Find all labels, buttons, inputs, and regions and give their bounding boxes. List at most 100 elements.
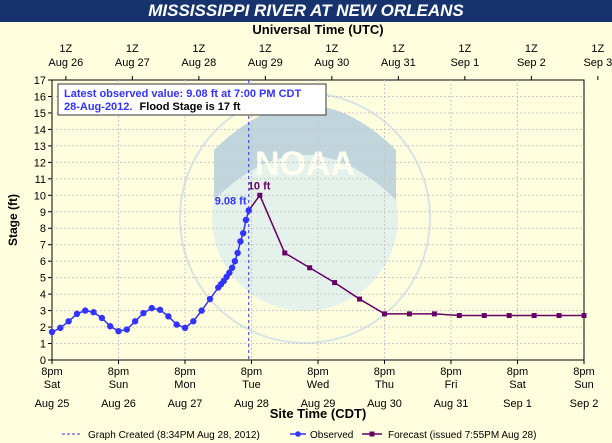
y-axis-label: Stage (ft) [6,194,20,246]
top-x-tick-time: 1Z [126,43,139,55]
top-x-tick-time: 1Z [525,43,538,55]
observed-point [237,238,244,245]
x-tick-date: Sep 1 [503,398,532,410]
top-x-tick-date: Sep 2 [517,57,546,69]
forecast-point [531,313,537,319]
watermark-text: NOAA [255,145,355,183]
forecast-point [431,311,437,317]
forecast-point [257,192,263,198]
noaa-logo-watermark: NOAA [179,92,431,344]
top-x-tick-time: 1Z [591,43,604,55]
forecast-series: 10 ft [248,180,587,319]
observed-point [173,321,180,328]
x-tick-time: 8pm [573,366,594,378]
y-tick-label: 14 [34,124,46,136]
legend-graph-created: Graph Created (8:34PM Aug 28, 2012) [88,430,260,441]
legend-observed: Observed [310,430,353,441]
top-x-tick-time: 1Z [392,43,405,55]
top-x-tick-time: 1Z [59,43,72,55]
observed-point [115,327,122,335]
top-x-tick-time: 1Z [192,43,205,55]
x-tick-time: 8pm [41,366,62,378]
observed-point [234,249,241,257]
x-tick-time: 8pm [507,366,528,378]
x-tick-date: Aug 31 [434,398,469,410]
x-tick-day: Tue [242,379,261,391]
forecast-point [282,250,288,256]
y-tick-label: 7 [40,240,46,252]
x-tick-day: Sat [44,379,61,391]
observed-latest-label: 9.08 ft [215,195,247,207]
bottom-axis-title: Site Time (CDT) [270,406,367,421]
observed-point [242,216,250,224]
y-tick-label: 4 [40,289,46,301]
top-x-tick-time: 1Z [325,43,338,55]
observed-point [198,307,205,314]
forecast-point [556,313,562,319]
x-tick-day: Fri [445,379,458,391]
y-tick-label: 0 [40,355,46,367]
top-x-tick-date: Sep 3 [583,57,612,69]
top-x-tick-date: Aug 29 [248,57,283,69]
x-tick-date: Aug 30 [367,398,402,410]
svg-text:28-Aug-2012. Flood Stage: 28-Aug-2012. Flood Stage is 17 ft [64,101,241,113]
observed-point [148,304,155,312]
info-line-1: Latest observed value: 9.08 ft at 7:00 P… [64,88,301,100]
forecast-point [456,313,462,319]
latest-observation-box: Latest observed value: 9.08 ft at 7:00 P… [57,83,327,116]
y-tick-label: 16 [34,91,46,103]
x-tick-date: Aug 26 [101,398,136,410]
x-tick-time: 8pm [440,366,461,378]
observed-point [190,318,197,325]
top-x-tick-time: 1Z [259,43,272,55]
info-line-2-flood: Flood Stage is 17 ft [140,101,241,113]
x-tick-day: Mon [174,379,195,391]
observed-point [131,318,139,325]
top-x-tick-date: Sep 1 [450,57,479,69]
observed-point [165,313,172,320]
x-tick-day: Sat [509,379,526,391]
y-tick-label: 12 [34,157,46,169]
x-tick-date: Aug 28 [234,398,269,410]
observed-series: 9.08 ft [48,195,252,336]
footer-legend: Graph Created (8:34PM Aug 28, 2012) Obse… [62,430,536,441]
x-tick-day: Sun [109,379,129,391]
x-tick-time: 8pm [307,366,328,378]
y-tick-label: 8 [40,223,46,235]
observed-point [65,318,72,325]
forecast-point [332,280,338,286]
y-tick-label: 13 [34,141,46,153]
x-tick-time: 8pm [174,366,195,378]
observed-point [48,328,56,336]
forecast-point [581,313,587,319]
x-tick-date: Sep 2 [570,398,599,410]
chart-title: MISSISSIPPI RIVER AT NEW ORLEANS [0,0,612,22]
observed-point [231,257,239,265]
x-tick-time: 8pm [241,366,262,378]
observed-point [90,309,97,316]
observed-point [181,324,189,332]
forecast-point [481,313,487,319]
x-tick-date: Aug 27 [168,398,203,410]
y-tick-label: 3 [40,306,46,318]
observed-point [228,264,236,271]
observed-point [206,295,214,303]
observed-point [226,269,233,276]
x-tick-day: Thu [375,379,394,391]
observed-point [239,229,247,237]
observed-point [123,326,131,333]
legend-forecast: Forecast (issued 7:55PM Aug 28) [388,430,536,441]
observed-point [82,307,89,314]
observed-point [73,310,81,318]
forecast-point [506,313,512,319]
forecast-peak-label: 10 ft [248,180,271,192]
y-tick-label: 9 [40,207,46,219]
top-x-tick-date: Aug 26 [48,57,83,69]
observed-point [245,207,252,214]
y-tick-label: 10 [34,190,46,202]
top-x-tick-date: Aug 31 [381,57,416,69]
grid [52,80,584,360]
y-tick-label: 6 [40,256,46,268]
